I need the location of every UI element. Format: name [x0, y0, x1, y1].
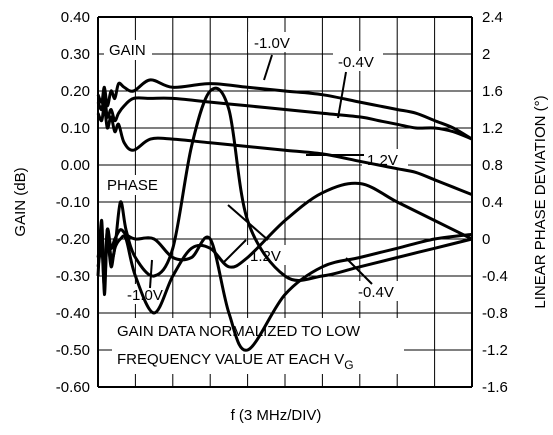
label-1p2v-bottom: 1.2V	[250, 248, 281, 265]
note-subscript: G	[344, 358, 353, 372]
gain-curve-1	[96, 93, 473, 141]
label-minus1v-top: -1.0V	[254, 35, 290, 52]
left-tick-label: 0.00	[61, 157, 90, 174]
label-1p2v-top: 1.2V	[367, 152, 398, 169]
label-minus04v-top: -0.4V	[338, 54, 374, 71]
right-tick-label: 0.8	[482, 157, 503, 174]
left-tick-label: -0.60	[56, 379, 90, 396]
right-tick-label: 0	[482, 231, 490, 248]
left-tick-label: 0.40	[61, 9, 90, 26]
note-line-2: FREQUENCY VALUE AT EACH VG	[117, 351, 354, 372]
left-tick-label: -0.50	[56, 342, 90, 359]
gain-curve-0	[96, 78, 473, 141]
leader-line	[337, 71, 347, 119]
right-tick-label: -0.4	[482, 268, 508, 285]
right-tick-label: 1.6	[482, 83, 503, 100]
left-axis-title: GAIN (dB)	[12, 167, 29, 236]
right-tick-label: 2	[482, 46, 490, 63]
right-tick-label: -1.6	[482, 379, 508, 396]
right-tick-label: 0.4	[482, 194, 503, 211]
label-background	[354, 281, 404, 301]
right-axis-ticks: 2.4 2 1.6 1.2 0.8 0.4 0 -0.4 -0.8 -1.2 -1.6	[482, 9, 508, 396]
label-background	[122, 284, 170, 304]
phase-curve-4	[96, 181, 473, 315]
phase-label: PHASE	[107, 177, 158, 194]
left-tick-label: 0.30	[61, 46, 90, 63]
label-background	[248, 32, 298, 52]
right-tick-label: -1.2	[482, 342, 508, 359]
label-background	[333, 51, 383, 71]
right-axis-title: LINEAR PHASE DEVIATION (°)	[532, 95, 549, 308]
leader-line	[345, 257, 373, 285]
gain-curve-2	[96, 104, 473, 196]
left-axis-ticks: 0.40 0.30 0.20 0.10 0.00 -0.10 -0.20 -0.30 -0.40…	[56, 9, 90, 396]
left-tick-label: -0.40	[56, 305, 90, 322]
gain-label: GAIN	[109, 42, 146, 59]
leader-line	[263, 54, 273, 81]
right-tick-label: -0.8	[482, 305, 508, 322]
x-axis-title: f (3 MHz/DIV)	[231, 407, 322, 424]
left-tick-label: -0.30	[56, 268, 90, 285]
label-background	[112, 318, 404, 374]
label-background	[102, 175, 172, 195]
annotation-leaders	[149, 54, 373, 289]
right-tick-label: 1.2	[482, 120, 503, 137]
label-minus04v-bottom: -0.4V	[358, 284, 394, 301]
label-background	[104, 40, 152, 60]
leader-line	[227, 204, 269, 241]
curves	[96, 78, 473, 352]
left-tick-label: -0.20	[56, 231, 90, 248]
leader-line	[223, 239, 247, 263]
left-tick-label: 0.10	[61, 120, 90, 137]
label-minus1v-bottom: -1.0V	[127, 287, 163, 304]
note-line-2-text: FREQUENCY VALUE AT EACH V	[117, 351, 344, 368]
note-line-1: GAIN DATA NORMALIZED TO LOW	[117, 323, 361, 340]
leader-line	[149, 259, 153, 289]
left-tick-label: 0.20	[61, 83, 90, 100]
left-tick-label: -0.10	[56, 194, 90, 211]
right-tick-label: 2.4	[482, 9, 503, 26]
grid	[97, 16, 473, 388]
